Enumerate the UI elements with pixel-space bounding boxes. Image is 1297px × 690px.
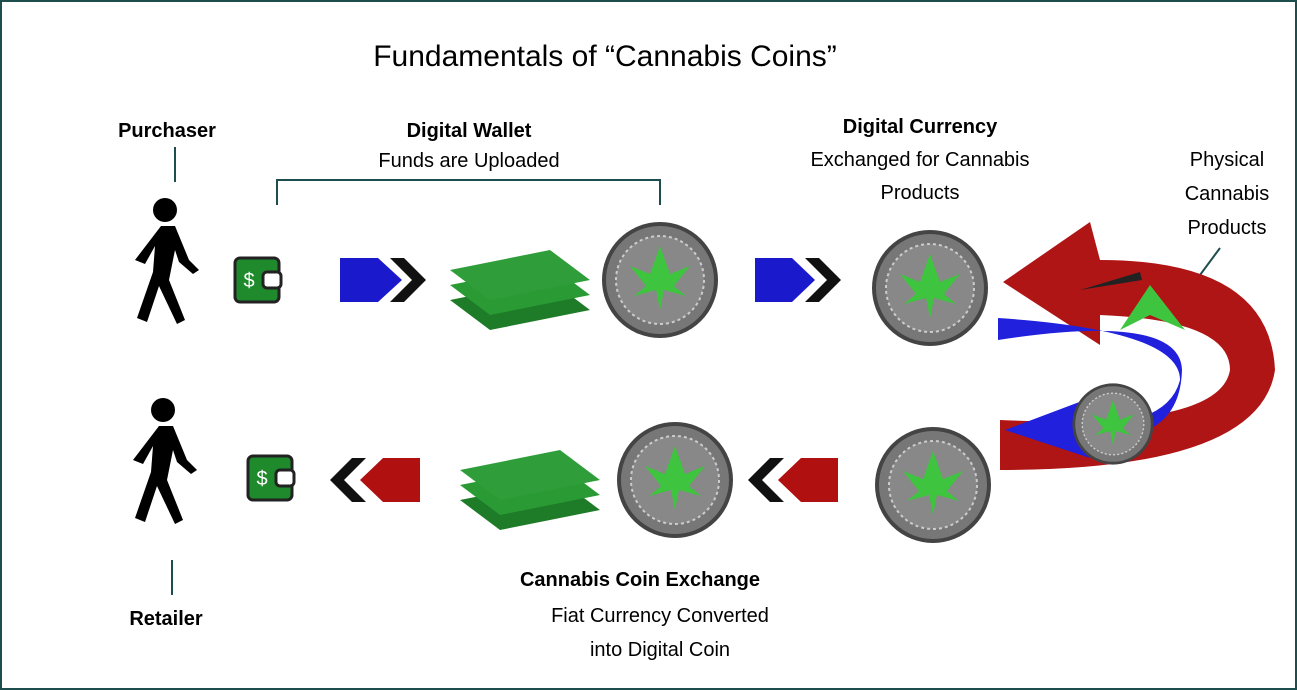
- exchange-title: Cannabis Coin Exchange: [520, 569, 760, 591]
- retailer-label: Retailer: [129, 608, 203, 630]
- purchaser-label: Purchaser: [118, 120, 216, 142]
- exchange-subtitle: into Digital Coin: [590, 639, 730, 661]
- currency-title: Digital Currency: [843, 116, 998, 138]
- physical-label: Physical: [1190, 149, 1264, 171]
- wallet-title: Digital Wallet: [407, 120, 532, 142]
- exchange-subtitle: Fiat Currency Converted: [551, 605, 769, 627]
- physical-label: Cannabis: [1185, 183, 1270, 205]
- physical-label: Products: [1188, 217, 1267, 239]
- currency-subtitle: Exchanged for Cannabis: [810, 149, 1029, 171]
- wallet-subtitle: Funds are Uploaded: [378, 150, 559, 172]
- currency-subtitle: Products: [881, 182, 960, 204]
- title: Fundamentals of “Cannabis Coins”: [373, 40, 837, 73]
